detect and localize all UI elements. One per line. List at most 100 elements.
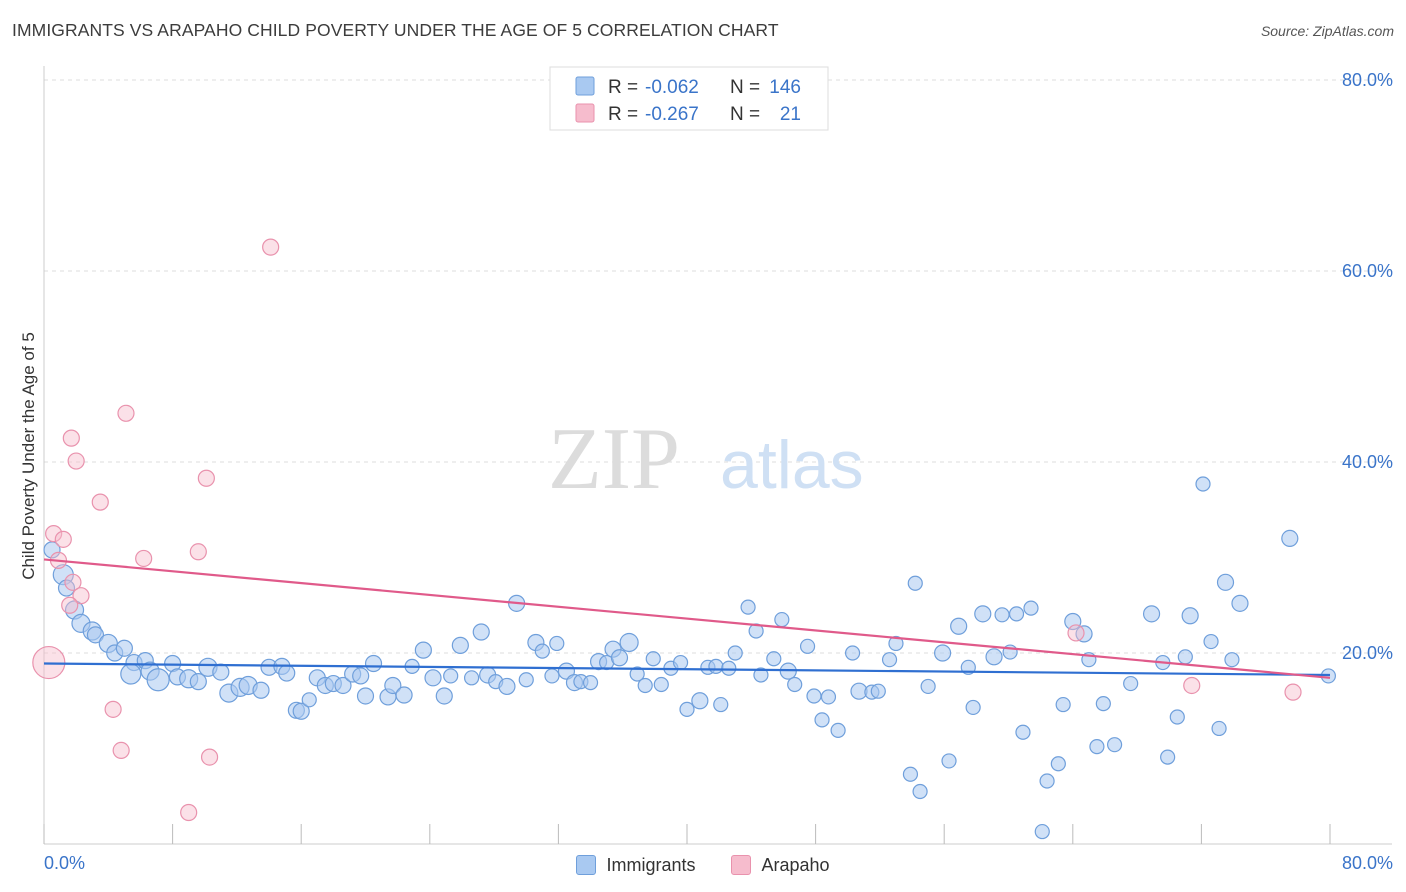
immigrants-point-96: [870, 683, 886, 699]
immigrants-point-77: [708, 658, 724, 674]
immigrants-point-88: [799, 638, 816, 654]
legend-item-arapaho[interactable]: Arapaho: [731, 854, 830, 876]
immigrants-point-40: [384, 676, 402, 695]
arapaho-point-17: [180, 803, 198, 822]
immigrants-point-99: [907, 575, 923, 591]
immigrants-point-136: [1224, 652, 1240, 668]
legend-r-label-1: R =: [608, 77, 638, 98]
immigrants-point-83: [753, 667, 769, 683]
immigrants-point-81: [740, 599, 756, 615]
immigrants-point-118: [1055, 696, 1071, 713]
immigrants-point-30: [301, 692, 317, 708]
immigrants-point-131: [1181, 607, 1199, 625]
arapaho-point-8: [67, 452, 85, 470]
immigrants-point-138: [1281, 529, 1299, 548]
immigrants-point-129: [1169, 709, 1185, 725]
immigrants-point-80: [727, 645, 743, 661]
immigrants-point-130: [1177, 649, 1193, 665]
immigrants-point-123: [1095, 696, 1111, 712]
watermark: ZIP atlas: [548, 411, 864, 508]
immigrants-points: [43, 476, 1336, 840]
immigrants-point-49: [472, 623, 490, 641]
immigrants-point-27: [278, 664, 296, 682]
arapaho-point-20: [1183, 676, 1201, 695]
arapaho-point-6: [61, 596, 79, 614]
legend-top-box: [549, 66, 829, 131]
legend-immigrants-swatch: [575, 76, 595, 96]
immigrants-point-48: [463, 670, 480, 686]
legend-n-value-2: 21: [780, 104, 801, 125]
legend-r-value-2: -0.267: [645, 104, 699, 125]
immigrants-point-84: [766, 651, 782, 667]
legend-r-label-2: R =: [608, 104, 638, 125]
immigrants-point-34: [334, 676, 352, 695]
immigrants-point-9: [115, 639, 133, 657]
immigrants-point-54: [518, 672, 534, 688]
immigrants-point-132: [1195, 476, 1211, 492]
legend-item-immigrants[interactable]: Immigrants: [576, 855, 695, 876]
immigrants-point-57: [544, 668, 560, 684]
legend-n-label-1: N =: [730, 77, 760, 98]
arapaho-point-16: [200, 748, 219, 766]
immigrants-point-85: [774, 611, 790, 628]
y-tick-label-0: 20.0%: [1342, 643, 1393, 663]
immigrants-point-43: [414, 641, 432, 659]
immigrants-point-38: [364, 654, 383, 673]
immigrants-point-14: [146, 668, 170, 692]
immigrants-point-41: [395, 686, 413, 704]
y-axis-title: Child Poverty Under the Age of 5: [19, 332, 38, 580]
labels-layer: 20.0% 40.0% 60.0% 80.0% 0.0% 80.0% Child Pover…: [19, 70, 1393, 873]
immigrants-point-12: [120, 663, 142, 685]
immigrants-point-2: [57, 579, 76, 597]
immigrants-point-68: [629, 666, 645, 682]
immigrants-point-44: [424, 669, 442, 687]
immigrants-point-98: [888, 635, 904, 652]
legend-top: R = -0.062 N = 146 R = -0.267 N = 21: [549, 66, 829, 131]
arapaho-point-15: [197, 469, 215, 487]
arapaho-point-1: [45, 525, 63, 543]
immigrants-point-71: [653, 676, 669, 693]
y-tick-label-1: 40.0%: [1342, 452, 1393, 472]
legend-label-arapaho: Arapaho: [761, 854, 830, 875]
arapaho-point-9: [91, 493, 109, 511]
immigrants-point-100: [902, 766, 919, 782]
immigrants-point-20: [212, 663, 230, 681]
immigrants-point-70: [645, 651, 661, 667]
immigrants-point-122: [1089, 738, 1105, 755]
legend-n-label-2: N =: [730, 104, 760, 125]
immigrants-point-58: [549, 635, 565, 652]
immigrants-point-93: [844, 645, 861, 661]
axes-layer: [43, 66, 1392, 845]
immigrants-point-79: [721, 660, 737, 676]
immigrants-point-74: [679, 701, 695, 717]
immigrants-point-112: [1008, 606, 1025, 622]
immigrants-point-46: [443, 668, 459, 684]
arapaho-point-3: [54, 530, 72, 548]
immigrants-point-133: [1203, 633, 1219, 650]
immigrants-point-6: [86, 626, 105, 644]
immigrants-point-109: [985, 648, 1003, 666]
immigrants-point-69: [637, 677, 653, 694]
y-tick-label-2: 60.0%: [1342, 261, 1393, 281]
arapaho-point-18: [262, 238, 280, 256]
arapaho-point-19: [1067, 624, 1085, 642]
immigrants-point-125: [1123, 675, 1139, 692]
immigrants-point-92: [830, 722, 846, 738]
trend-layer: [43, 558, 1331, 679]
arapaho-point-7: [62, 429, 80, 447]
immigrants-point-89: [806, 688, 822, 704]
source-label: Source: ZipAtlas.com: [1260, 23, 1394, 39]
x-tick-label-0: 0.0%: [44, 853, 85, 873]
legend-bottom: Immigrants Arapaho: [0, 850, 1406, 880]
immigrants-point-66: [610, 649, 629, 667]
immigrants-point-67: [619, 632, 639, 653]
arapaho-points: [32, 238, 1302, 822]
x-tick-label-1: 80.0%: [1342, 853, 1393, 873]
immigrants-point-18: [189, 673, 207, 691]
watermark-atlas: atlas: [720, 427, 864, 503]
immigrants-point-36: [352, 667, 370, 685]
immigrants-point-134: [1211, 720, 1227, 737]
immigrants-point-87: [787, 676, 803, 693]
immigrants-point-75: [691, 692, 709, 710]
